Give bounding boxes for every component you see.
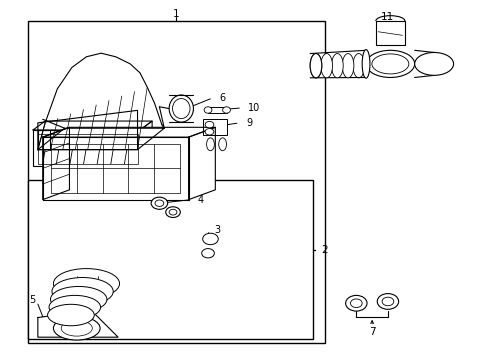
Text: 9: 9 [245,118,252,128]
Ellipse shape [49,296,101,319]
Text: 3: 3 [214,225,220,235]
Text: 2: 2 [321,245,327,255]
Ellipse shape [222,107,230,113]
Ellipse shape [309,54,321,78]
Bar [28,180,312,339]
Ellipse shape [151,197,167,209]
Text: 4: 4 [197,195,203,204]
Ellipse shape [169,209,177,215]
Ellipse shape [204,129,213,135]
Polygon shape [42,127,215,137]
Polygon shape [38,128,164,150]
Ellipse shape [204,121,213,128]
Ellipse shape [320,54,332,78]
Ellipse shape [202,233,218,245]
Ellipse shape [362,50,369,78]
Ellipse shape [376,294,398,309]
Text: 7: 7 [368,327,375,337]
Polygon shape [188,127,215,200]
Ellipse shape [371,54,408,74]
Ellipse shape [342,54,353,78]
Text: 5: 5 [29,295,35,305]
Ellipse shape [155,200,163,206]
Ellipse shape [201,249,214,258]
Text: 10: 10 [248,103,260,113]
Ellipse shape [203,107,211,113]
Ellipse shape [352,54,364,78]
Ellipse shape [165,207,180,217]
Ellipse shape [345,296,366,311]
Ellipse shape [331,54,343,78]
Ellipse shape [52,278,113,305]
Ellipse shape [61,320,92,336]
Ellipse shape [53,269,119,298]
Text: 11: 11 [381,13,394,22]
Text: 8: 8 [159,161,165,171]
Text: 1: 1 [173,9,180,19]
Ellipse shape [309,54,321,78]
Ellipse shape [350,299,362,307]
Bar [38,134,137,164]
Text: 6: 6 [219,93,225,103]
Bar [33,130,140,166]
Ellipse shape [414,53,453,75]
Bar [207,107,226,113]
Polygon shape [42,127,69,200]
Ellipse shape [50,287,107,312]
Ellipse shape [172,99,190,118]
Ellipse shape [206,138,214,151]
Polygon shape [42,137,188,200]
Ellipse shape [218,138,226,151]
Bar [375,21,404,45]
Bar [28,21,324,342]
Polygon shape [38,310,118,337]
Ellipse shape [53,316,100,340]
Ellipse shape [47,304,94,326]
Ellipse shape [169,95,193,122]
Ellipse shape [381,297,393,306]
Ellipse shape [366,50,414,77]
Bar [203,119,227,135]
